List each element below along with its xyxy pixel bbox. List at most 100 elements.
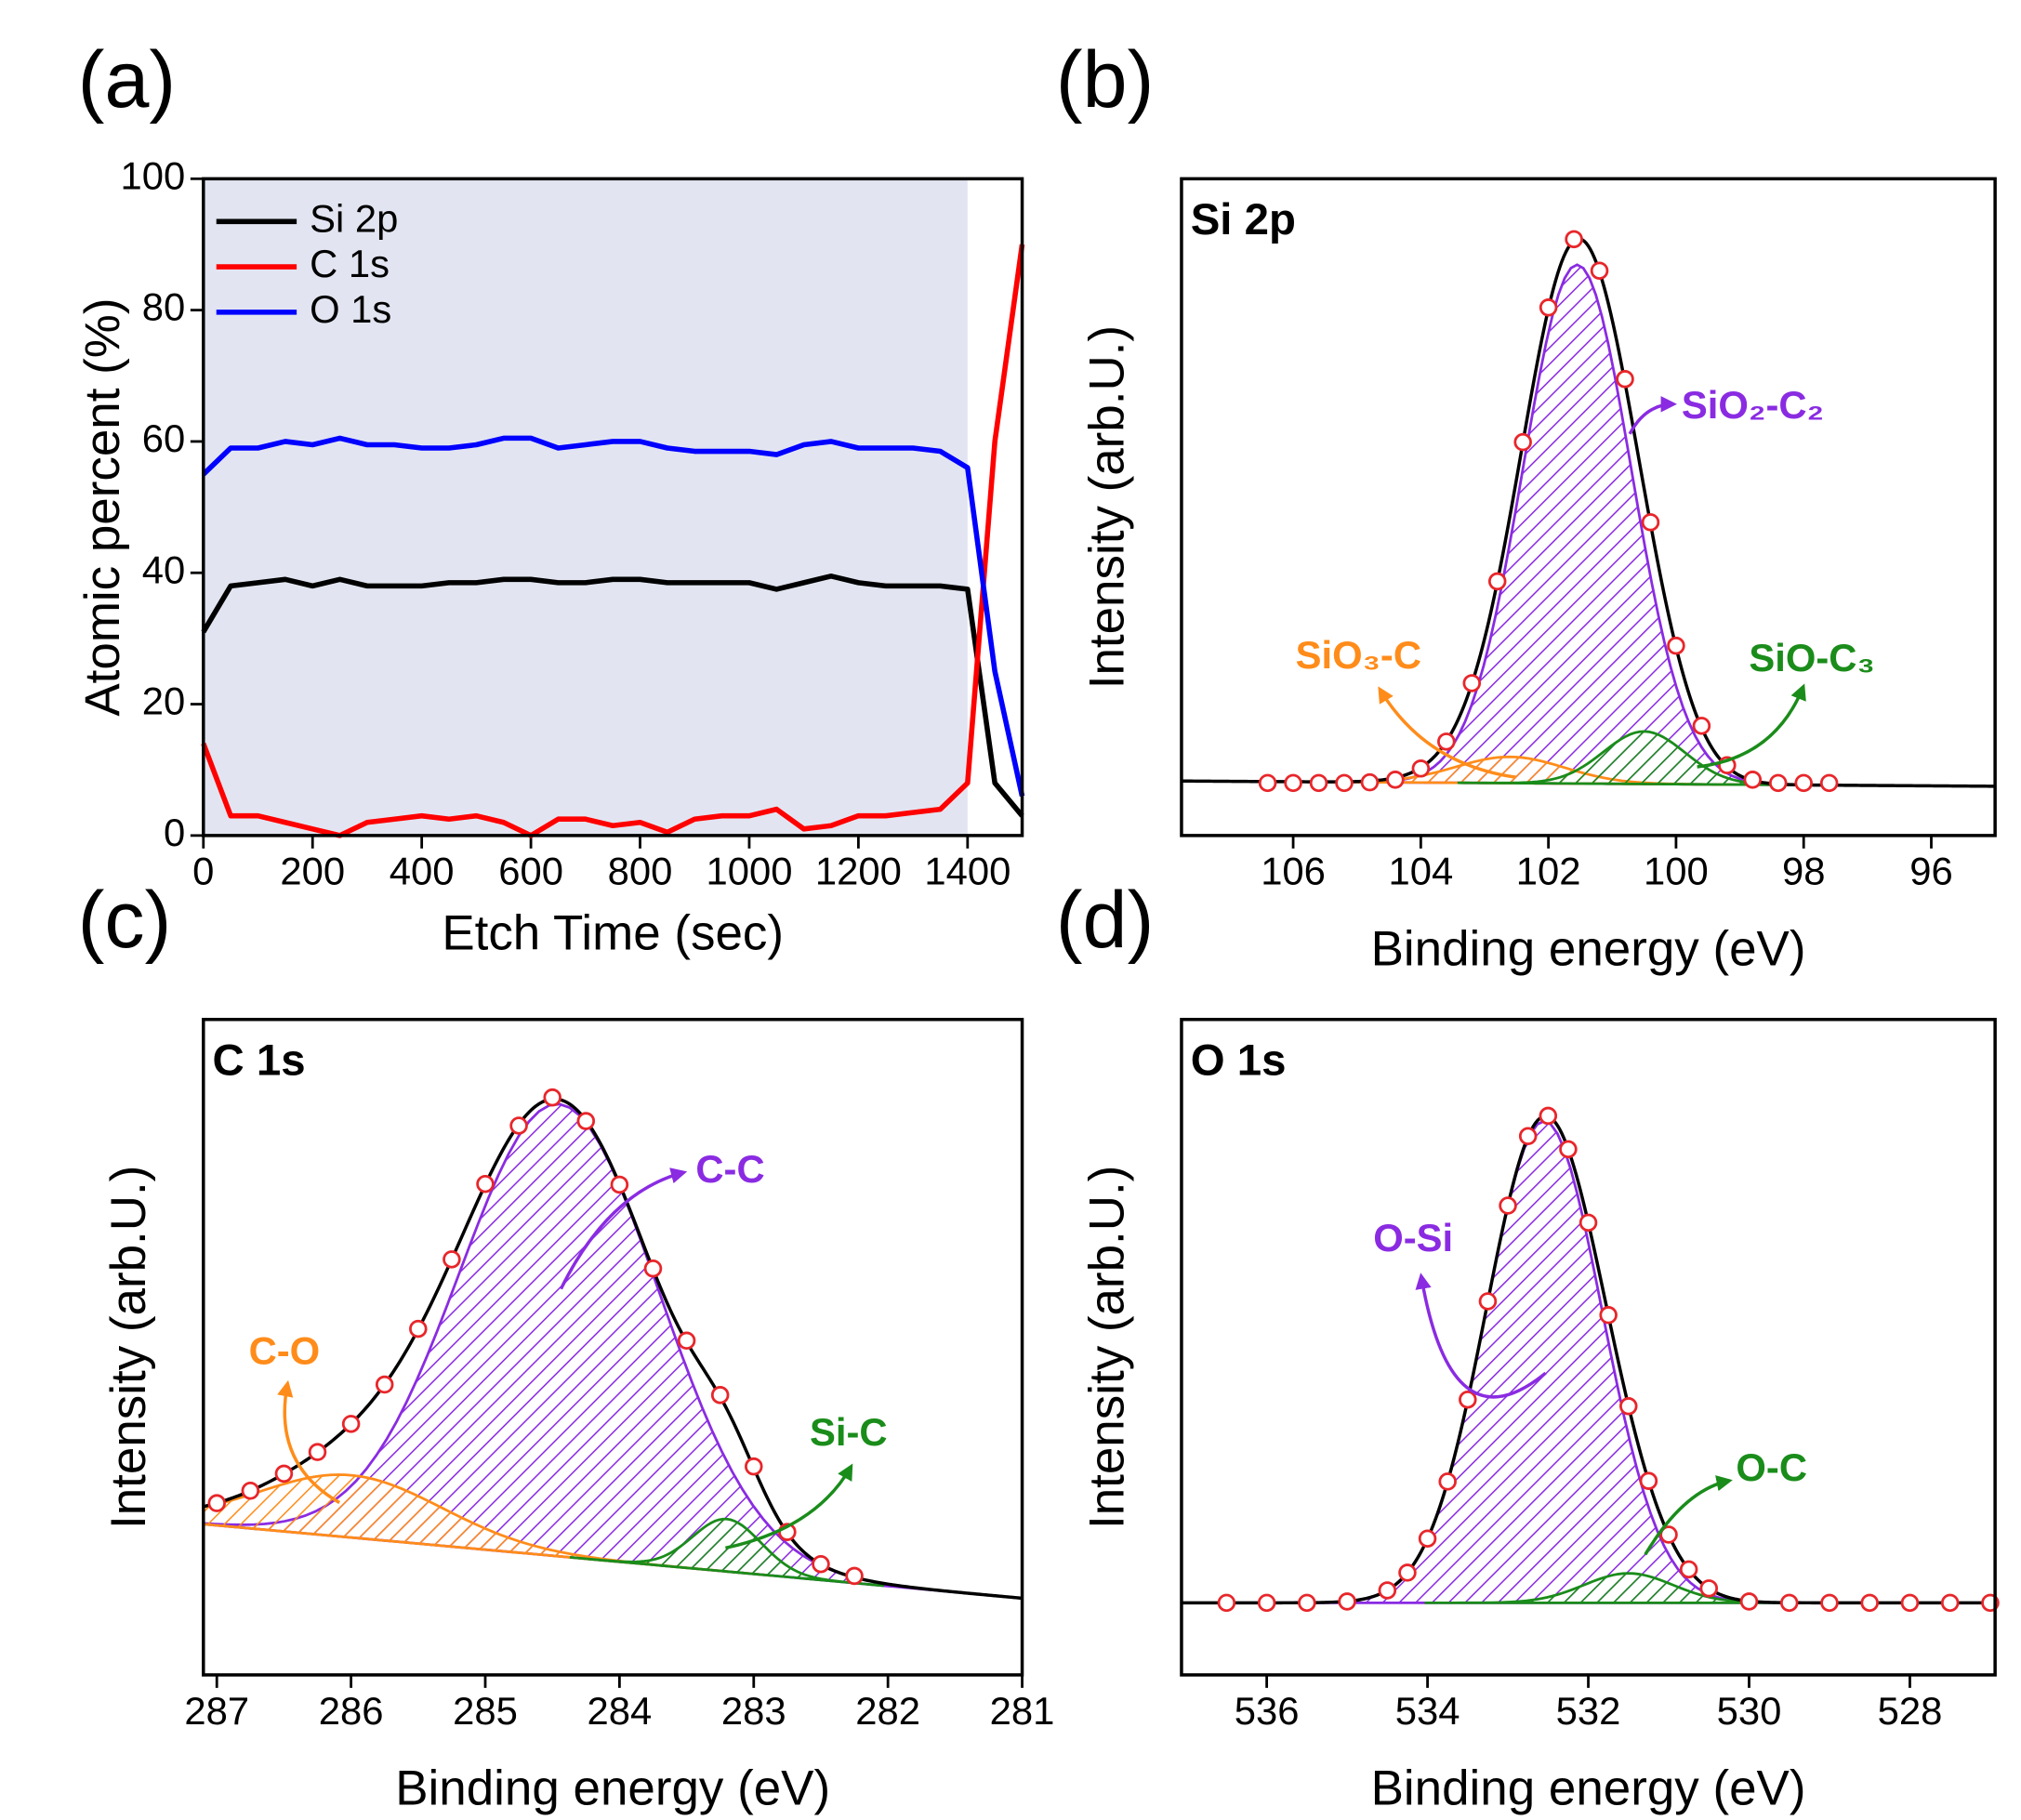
data-point	[1667, 636, 1685, 655]
panel: (d) O 1s 536 534 532 530 528 Binding energy (eV…	[1056, 876, 2000, 1815]
arrow	[559, 1167, 688, 1290]
data-point	[1539, 298, 1558, 317]
data-point	[576, 1112, 596, 1130]
data-point	[1639, 1471, 1658, 1490]
x-tick-label: 1400	[924, 850, 1010, 893]
plot-frame	[202, 177, 1024, 837]
legend-label: O 1s	[310, 287, 391, 331]
legend-label: C 1s	[310, 242, 390, 285]
data-point	[1692, 717, 1711, 735]
data-point	[1378, 1581, 1397, 1600]
x-tick-label: 534	[1395, 1689, 1460, 1733]
data-point	[1819, 773, 1839, 793]
panel-label: (b)	[1056, 35, 1155, 125]
data-point	[1258, 773, 1277, 793]
peak-label: O-Si	[1373, 1216, 1453, 1259]
data-point	[1619, 1397, 1638, 1416]
x-tick-label: 800	[608, 850, 673, 893]
data-point	[1559, 1140, 1578, 1159]
y-axis-label: Intensity (arb.U.)	[1079, 325, 1134, 689]
peak-label: C-C	[695, 1147, 764, 1191]
y-tick-label: 80	[142, 285, 186, 329]
data-point	[1699, 1579, 1719, 1598]
fit-peak	[1327, 263, 1828, 787]
y-tick-label: 100	[121, 153, 186, 197]
x-tick-label: 0	[192, 850, 214, 893]
x-tick-label: 285	[453, 1689, 518, 1733]
arrow	[1628, 396, 1678, 435]
data-point	[308, 1443, 327, 1461]
x-tick-label: 281	[990, 1689, 1055, 1733]
peak-label: SiO₂-C₂	[1682, 383, 1824, 427]
plot-frame	[1180, 1018, 1997, 1677]
x-tick-label: 600	[498, 850, 563, 893]
x-tick-label: 1200	[815, 850, 902, 893]
x-tick-label: 96	[1909, 850, 1953, 893]
data-point	[1335, 773, 1354, 793]
data-point	[1565, 230, 1583, 249]
data-point	[1437, 732, 1456, 751]
data-point	[443, 1250, 461, 1269]
data-point	[1418, 1529, 1437, 1548]
data-point	[1309, 773, 1328, 793]
data-point	[341, 1415, 361, 1433]
arrow	[725, 1463, 853, 1550]
data-point	[1257, 1593, 1276, 1613]
panel: (a) 0 200 400 600 800 1000 1200 1400 0 20 40 60 80 100…	[75, 35, 1025, 961]
data-point	[1590, 261, 1609, 280]
data-point	[1411, 759, 1431, 778]
data-point	[1459, 1390, 1477, 1409]
x-axis-label: Binding energy (eV)	[1371, 921, 1806, 976]
y-axis-label: Intensity (arb.U.)	[101, 1166, 156, 1529]
data-point	[1779, 1593, 1799, 1613]
x-tick-label: 200	[280, 850, 345, 893]
y-tick-label: 40	[142, 547, 186, 591]
x-tick-label: 536	[1235, 1689, 1300, 1733]
shaded-region	[203, 178, 968, 836]
peak-label: O-C	[1736, 1445, 1807, 1489]
arrow	[1697, 683, 1806, 769]
y-tick-label: 60	[142, 416, 186, 460]
x-tick-label: 530	[1717, 1689, 1782, 1733]
data-point	[476, 1174, 495, 1194]
line-series	[201, 574, 1024, 818]
data-point	[1739, 1592, 1759, 1611]
x-tick-label: 1000	[706, 850, 792, 893]
data-point	[274, 1464, 294, 1484]
data-point	[543, 1088, 561, 1107]
y-axis-label: Atomic percent (%)	[75, 298, 130, 717]
data-point	[1820, 1593, 1839, 1613]
peak-label: C-O	[249, 1328, 321, 1372]
line-series	[201, 435, 1025, 798]
data-point	[1616, 370, 1634, 389]
data-point	[241, 1482, 260, 1500]
data-point	[1539, 1106, 1558, 1126]
x-tick-label: 287	[184, 1689, 249, 1733]
data-point	[1794, 773, 1813, 793]
x-axis-label: Binding energy (eV)	[1371, 1761, 1806, 1815]
x-axis-label: Binding energy (eV)	[395, 1761, 830, 1815]
y-tick-label: 0	[164, 811, 185, 854]
data-point	[1338, 1592, 1356, 1611]
data-point	[845, 1566, 864, 1586]
panel-label: (d)	[1056, 876, 1155, 965]
data-point	[1284, 773, 1302, 793]
arrow	[277, 1379, 340, 1505]
data-point	[1217, 1593, 1236, 1613]
x-tick-label: 282	[855, 1689, 920, 1733]
data-point	[1860, 1593, 1879, 1613]
plot-frame	[202, 1018, 1024, 1677]
data-point	[509, 1116, 528, 1135]
x-tick-label: 400	[390, 850, 455, 893]
data-point	[409, 1319, 428, 1339]
data-point	[375, 1375, 394, 1394]
data-point	[1462, 674, 1482, 692]
x-tick-label: 532	[1556, 1689, 1621, 1733]
data-point	[1386, 771, 1405, 789]
y-axis-label: Intensity (arb.U.)	[1079, 1166, 1134, 1529]
x-tick-label: 284	[588, 1689, 653, 1733]
x-tick-label: 104	[1388, 850, 1453, 893]
x-tick-label: 286	[319, 1689, 384, 1733]
data-point	[1518, 1127, 1538, 1146]
plot-frame	[1180, 177, 1997, 837]
